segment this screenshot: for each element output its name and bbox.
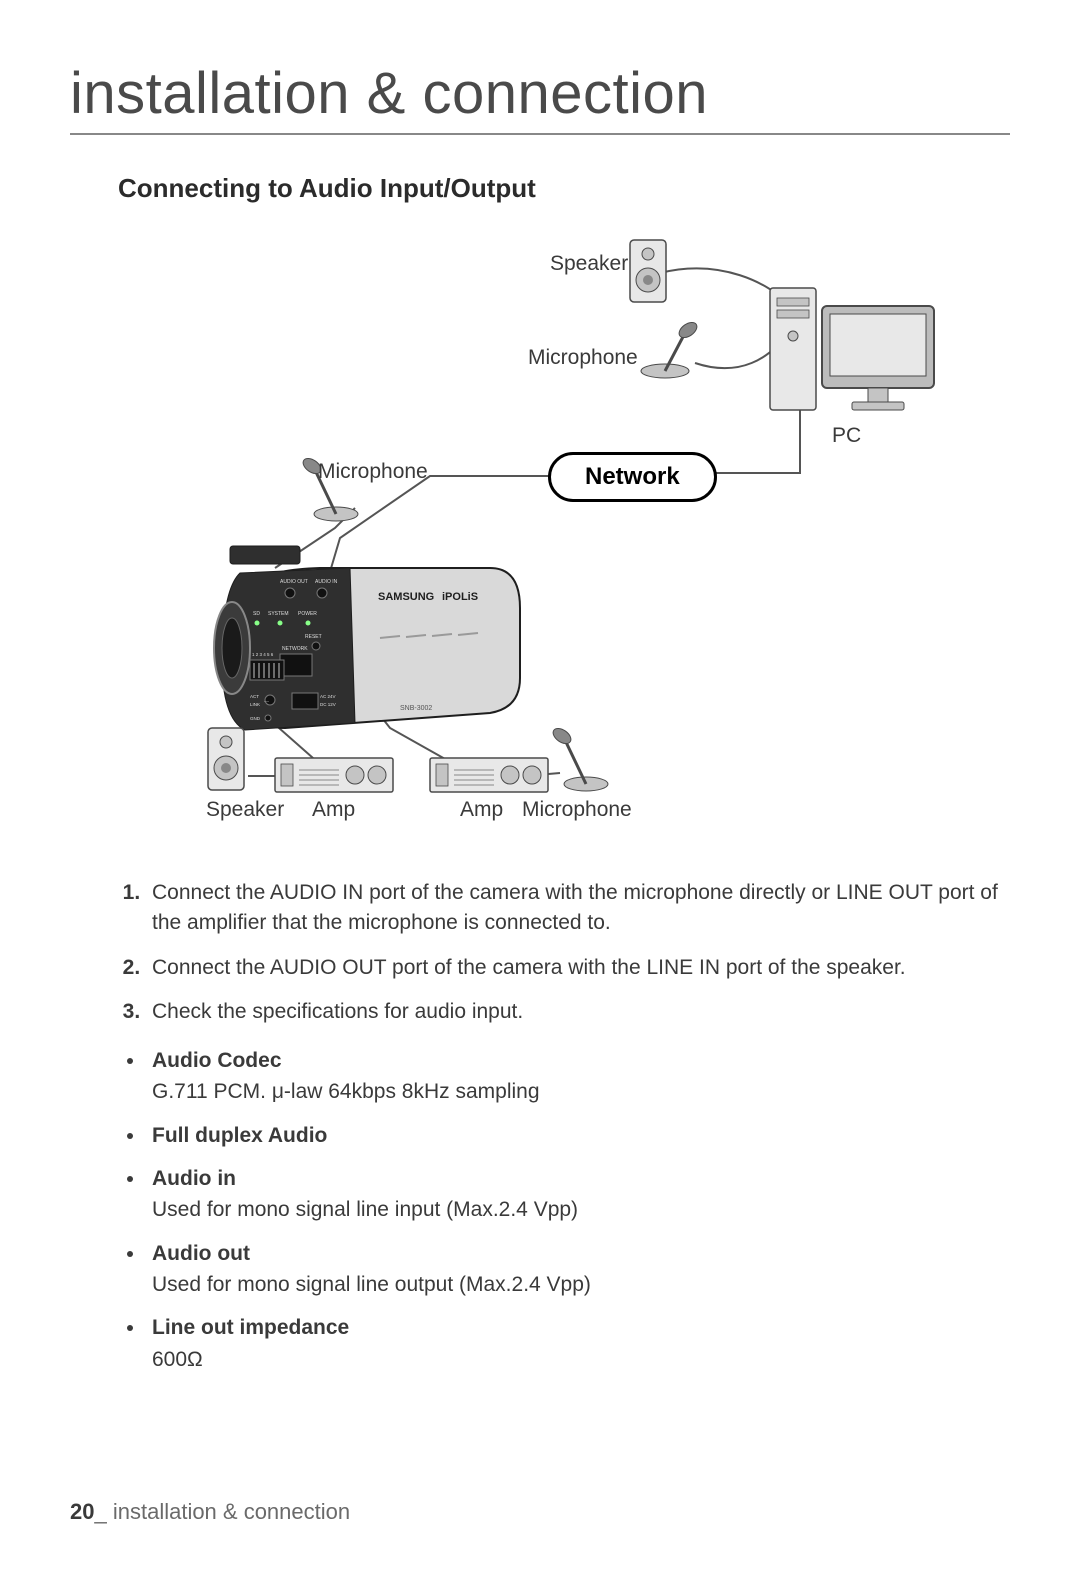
label-microphone-left: Microphone [318,460,428,484]
pc-icon [770,288,934,410]
microphone-bottom-icon [550,725,608,791]
bullet-title: Line out impedance [152,1313,1010,1342]
bullet-desc: G.711 PCM. μ-law 64kbps 8kHz sampling [152,1077,1010,1106]
microphone-top-icon [641,319,700,378]
bullet-item: Line out impedance 600Ω [146,1313,1010,1374]
svg-text:SNB-3002: SNB-3002 [400,705,432,712]
bullet-item: Full duplex Audio [146,1121,1010,1150]
svg-text:SD: SD [253,611,260,617]
svg-text:GND: GND [250,716,261,721]
section-subtitle: Connecting to Audio Input/Output [118,173,1010,204]
page-number: 20 [70,1499,94,1524]
page-footer: 20_ installation & connection [70,1499,350,1525]
svg-text:SYSTEM: SYSTEM [268,611,289,617]
label-speaker-bottom: Speaker [206,798,284,822]
bullet-desc: 600Ω [152,1345,1010,1374]
step-item: Connect the AUDIO OUT port of the camera… [146,953,1010,983]
bullet-title: Audio out [152,1239,1010,1268]
label-amp-right: Amp [460,798,503,822]
svg-text:SAMSUNG: SAMSUNG [378,591,434,603]
camera-icon: AUDIO OUT AUDIO IN SD SYSTEM POWER RESET… [214,546,520,730]
svg-text:NETWORK: NETWORK [282,646,308,652]
spec-bullets: Audio Codec G.711 PCM. μ-law 64kbps 8kHz… [118,1046,1010,1375]
bullet-title: Audio in [152,1164,1010,1193]
step-item: Connect the AUDIO IN port of the camera … [146,878,1010,939]
bullet-item: Audio Codec G.711 PCM. μ-law 64kbps 8kHz… [146,1046,1010,1107]
network-box: Network [548,452,717,502]
label-microphone-bottom: Microphone [522,798,632,822]
bullet-title: Audio Codec [152,1046,1010,1075]
bullet-item: Audio in Used for mono signal line input… [146,1164,1010,1225]
label-amp-left: Amp [312,798,355,822]
svg-text:AC 24V: AC 24V [320,694,336,699]
step-item: Check the specifications for audio input… [146,997,1010,1027]
svg-text:AUDIO IN: AUDIO IN [315,579,338,585]
bullet-desc: Used for mono signal line output (Max.2.… [152,1270,1010,1299]
label-microphone-top: Microphone [528,346,638,370]
page-title: installation & connection [70,60,1010,135]
svg-text:AUDIO OUT: AUDIO OUT [280,579,308,585]
amp-left-icon [275,758,393,792]
instruction-steps: Connect the AUDIO IN port of the camera … [118,878,1010,1028]
svg-text:RESET: RESET [305,634,322,640]
svg-text:DC 12V: DC 12V [320,702,336,707]
svg-text:1 2 3 4 5 6: 1 2 3 4 5 6 [252,652,274,657]
label-speaker-top: Speaker [550,252,628,276]
svg-text:—: — [264,699,269,705]
svg-text:LINK: LINK [250,702,260,707]
bullet-desc: Used for mono signal line input (Max.2.4… [152,1195,1010,1224]
footer-text: installation & connection [113,1499,350,1524]
speaker-bottom-icon [208,728,244,790]
svg-text:POWER: POWER [298,611,317,617]
bullet-item: Audio out Used for mono signal line outp… [146,1239,1010,1300]
svg-text:iPOLiS: iPOLiS [442,591,478,603]
connection-diagram: AUDIO OUT AUDIO IN SD SYSTEM POWER RESET… [130,228,950,848]
bullet-title: Full duplex Audio [152,1121,1010,1150]
footer-sep: _ [94,1499,112,1524]
label-pc: PC [832,424,861,448]
amp-right-icon [430,758,548,792]
svg-text:ACT: ACT [250,694,259,699]
speaker-top-icon [630,240,666,302]
